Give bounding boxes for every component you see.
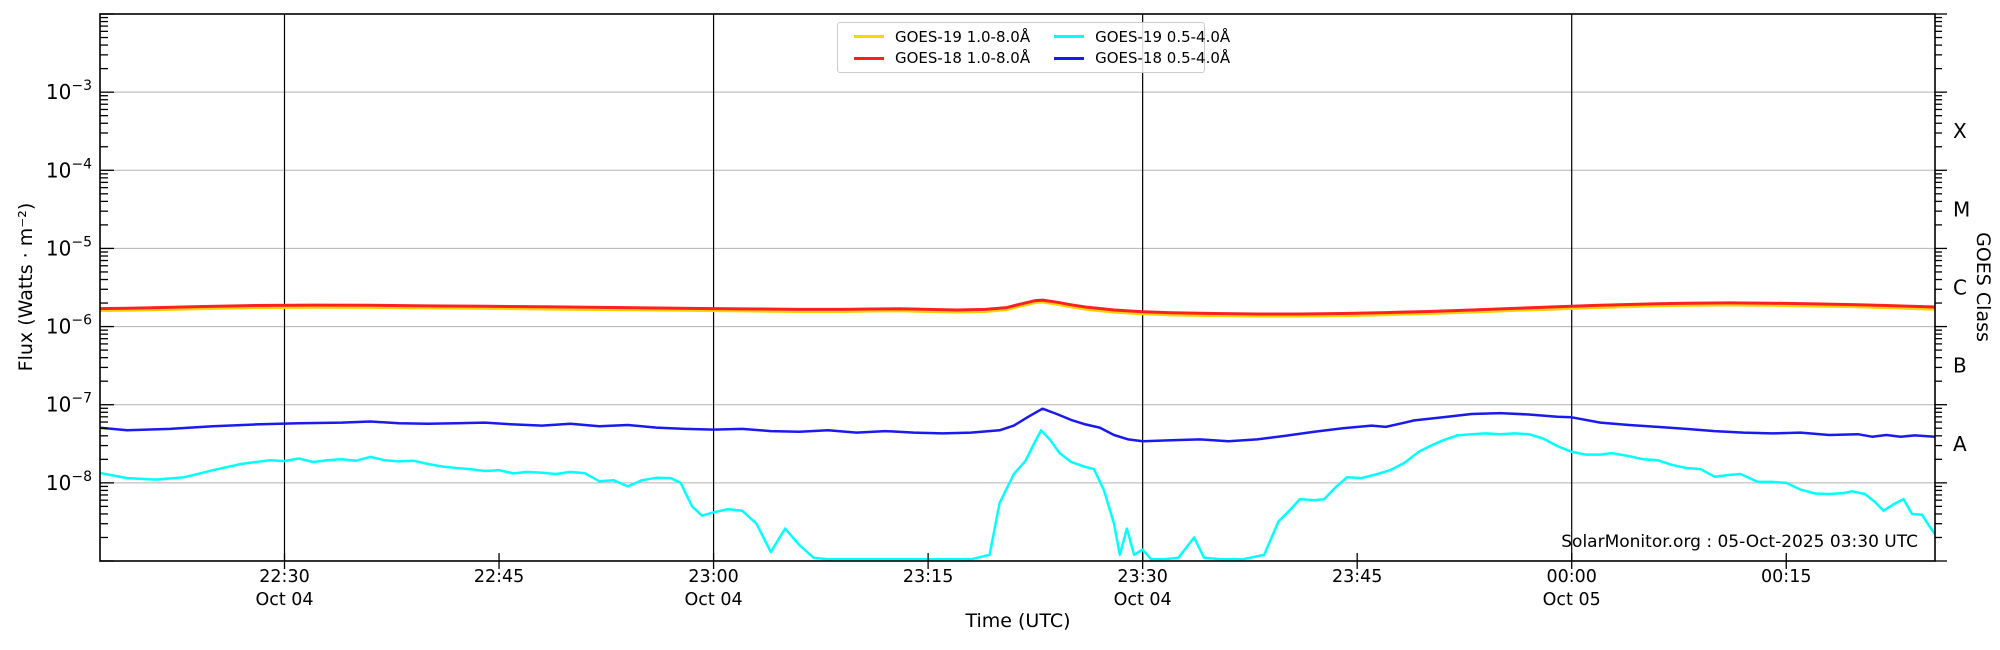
legend-label: GOES-19 0.5-4.0Å [1095,27,1231,46]
legend-item-goes-18-1-0-8-0-: GOES-18 1.0-8.0Å [854,49,1030,67]
legend-label: GOES-18 0.5-4.0Å [1095,49,1231,68]
y-tick-label-1e-3: 10−3 [46,78,92,104]
goes-class-label-M: M [1953,197,1970,221]
y-tick-label-1e-6: 10−6 [46,313,92,339]
series-line-goes-19-1-0-8-0- [100,300,1935,318]
x-tick-label-00:00: 00:00 [1546,567,1596,587]
legend-item-goes-19-1-0-8-0-: GOES-19 1.0-8.0Å [854,28,1030,46]
x-tick-date-22:30: Oct 04 [255,590,313,610]
x-tick-date-23:00: Oct 04 [685,590,743,610]
x-tick-label-23:00: 23:00 [688,567,738,587]
legend-line-swatch [1054,35,1085,39]
legend: GOES-19 1.0-8.0Å GOES-18 1.0-8.0Å GOES-19 … [837,22,1230,73]
series-group [100,298,1935,561]
y-axis-label-flux: Flux (Watts · m⁻²) [15,202,37,372]
goes-class-label-A: A [1953,432,1967,456]
legend-line-swatch [854,35,884,39]
x-tick-label-23:15: 23:15 [903,567,953,587]
legend-line-swatch [1054,56,1085,60]
y-tick-label-1e-8: 10−8 [46,469,92,495]
y-tick-label-1e-4: 10−4 [46,156,92,182]
y-tick-label-1e-7: 10−7 [46,391,92,417]
series-line-goes-19-0-5-4-0- [100,429,1935,561]
x-tick-label-23:45: 23:45 [1332,567,1382,587]
x-axis-label-time: Time (UTC) [965,610,1071,632]
x-tick-label-22:30: 22:30 [259,567,309,587]
x-tick-date-23:30: Oct 04 [1114,590,1172,610]
plot-border [99,13,1936,562]
series-line-goes-18-0-5-4-0- [100,407,1935,443]
x-tick-label-00:15: 00:15 [1761,567,1811,587]
legend-line-swatch [854,56,884,60]
goes-class-label-X: X [1953,119,1967,143]
tick-marks [100,13,1947,569]
goes-class-label-C: C [1953,276,1967,300]
x-tick-label-23:30: 23:30 [1117,567,1167,587]
watermark: SolarMonitor.org : 05-Oct-2025 03:30 UTC [1561,532,1918,552]
legend-label: GOES-19 1.0-8.0Å [895,27,1031,46]
y-axis-label-goes-class: GOES Class [1972,232,1994,342]
legend-item-goes-18-0-5-4-0-: GOES-18 0.5-4.0Å [1054,49,1230,67]
legend-label: GOES-18 1.0-8.0Å [895,49,1031,68]
series-line-goes-18-1-0-8-0- [100,298,1935,316]
legend-item-goes-19-0-5-4-0-: GOES-19 0.5-4.0Å [1054,28,1230,46]
x-tick-label-22:45: 22:45 [474,567,524,587]
goes-class-label-B: B [1953,354,1967,378]
y-tick-label-1e-5: 10−5 [46,234,92,260]
x-tick-date-00:00: Oct 05 [1543,590,1601,610]
